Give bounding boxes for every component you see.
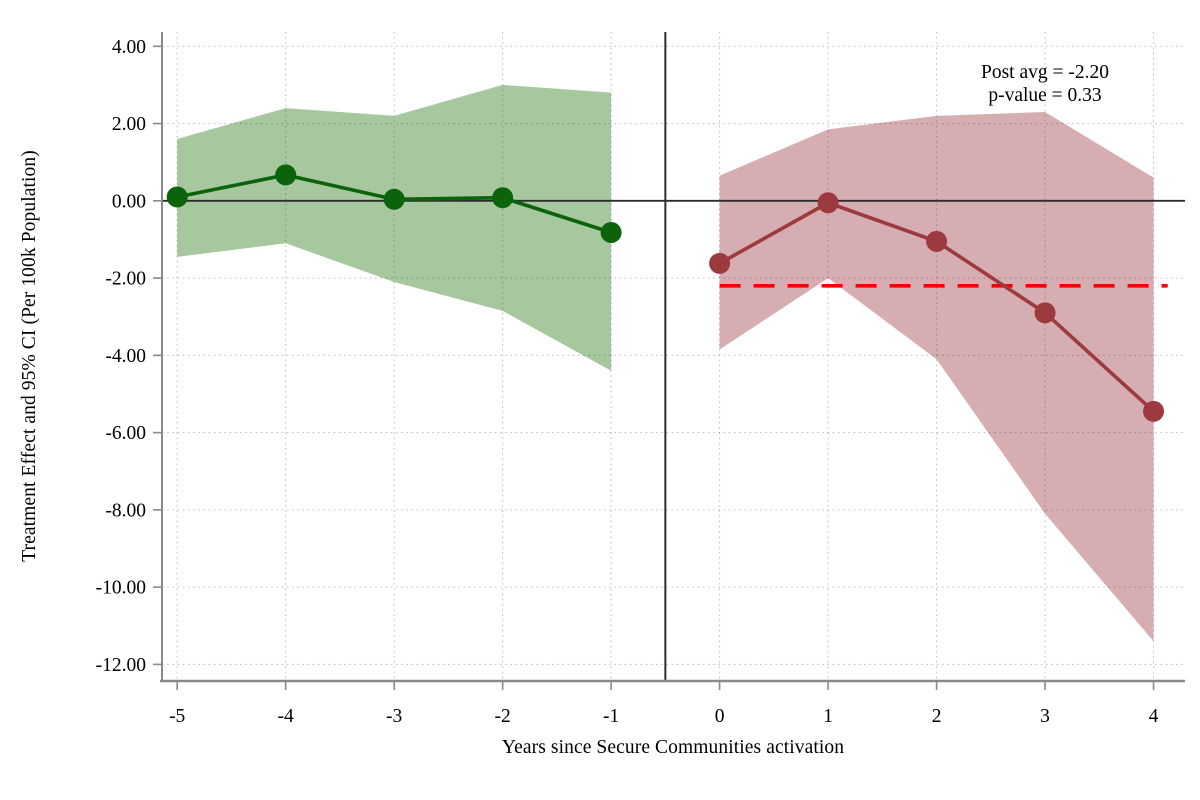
- post-treatment-marker: [709, 252, 731, 274]
- y-tick-label: 2.00: [112, 114, 146, 135]
- y-tick-label: -8.00: [105, 500, 146, 521]
- y-axis-title: Treatment Effect and 95% CI (Per 100k Po…: [19, 150, 40, 562]
- post-treatment-marker: [1143, 400, 1165, 422]
- y-tick-label: -6.00: [105, 423, 146, 444]
- pre-treatment-marker: [383, 188, 405, 210]
- post-treatment-marker: [817, 192, 839, 214]
- post-avg-annotation: Post avg = -2.20 p-value = 0.33: [895, 62, 1195, 107]
- post-treatment-marker: [1034, 302, 1056, 324]
- x-tick-label: 1: [823, 706, 833, 727]
- y-tick-label: -4.00: [105, 346, 146, 367]
- y-tick-label: -12.00: [96, 655, 146, 676]
- x-tick-label: 2: [932, 706, 942, 727]
- post-avg-text: Post avg = -2.20: [981, 62, 1109, 83]
- y-tick-label: -10.00: [96, 578, 146, 599]
- x-tick-label: -3: [386, 706, 402, 727]
- post-treatment-marker: [926, 230, 948, 252]
- x-tick-label: 0: [715, 706, 725, 727]
- y-tick-label: 0.00: [112, 191, 146, 212]
- x-axis-title: Years since Secure Communities activatio…: [501, 737, 845, 758]
- x-tick-label: -2: [495, 706, 511, 727]
- x-tick-label: -4: [278, 706, 294, 727]
- y-tick-label: 4.00: [112, 37, 146, 58]
- y-tick-label: -2.00: [105, 269, 146, 290]
- pre-treatment-marker: [275, 164, 297, 186]
- x-tick-label: -5: [169, 706, 185, 727]
- post-treatment-ci-band: [719, 111, 1154, 642]
- pre-treatment-marker: [166, 186, 188, 208]
- x-tick-label: 3: [1040, 706, 1050, 727]
- pre-treatment-marker: [492, 187, 514, 209]
- pre-treatment-marker: [600, 221, 622, 243]
- p-value-text: p-value = 0.33: [988, 84, 1102, 106]
- x-tick-label: -1: [603, 706, 619, 727]
- pre-treatment-ci-band: [177, 84, 612, 371]
- x-tick-label: 4: [1149, 706, 1159, 727]
